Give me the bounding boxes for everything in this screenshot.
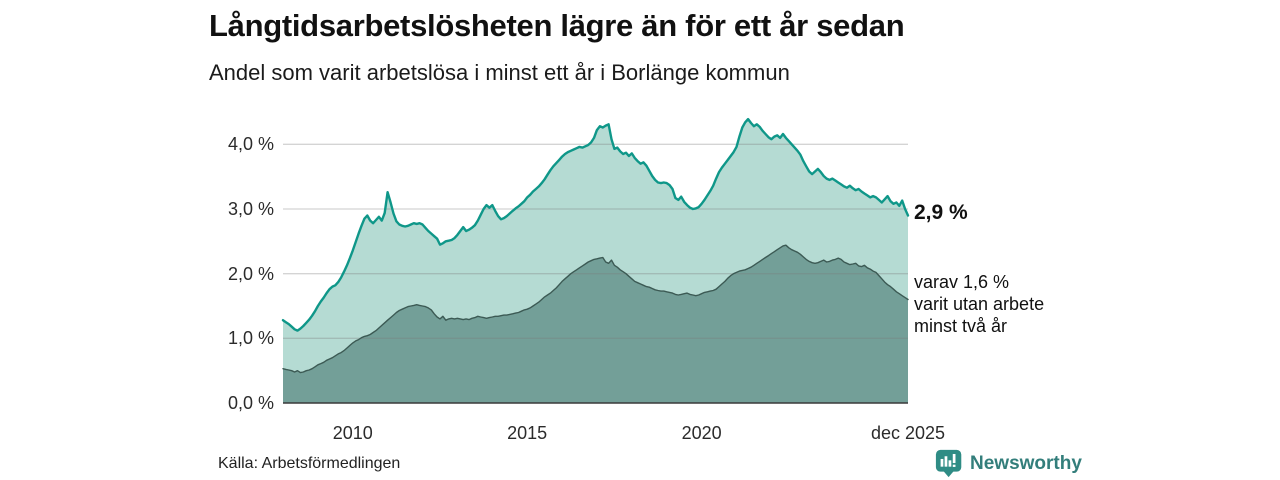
series-line	[281, 117, 910, 332]
y-tick-label: 3,0 %	[227, 199, 274, 219]
brand-name: Newsworthy	[970, 452, 1082, 474]
subseries-annotation: varav 1,6 % varit utan arbete minst två …	[914, 271, 1044, 337]
subseries-annotation-line: varit utan arbete	[914, 294, 1045, 314]
subseries-annotation-line: minst två år	[914, 316, 1008, 336]
y-tick-label: 2,0 %	[227, 263, 274, 284]
x-tick-label: 2010	[332, 423, 373, 443]
y-tick-label: 1,0 %	[227, 328, 274, 349]
x-tick-label: 2015	[507, 423, 548, 443]
subseries-annotation-line: varav 1,6 %	[914, 272, 1010, 292]
brand-logo: Newsworthy	[935, 448, 1082, 479]
x-tick-label: dec 2025	[870, 423, 946, 443]
series-end-value-label: 2,9 %	[914, 201, 968, 224]
y-tick-label: 0,0 %	[227, 393, 274, 413]
series-area	[283, 245, 908, 403]
newsworthy-icon	[935, 449, 962, 478]
x-tick-label: 2020	[681, 423, 722, 443]
y-tick-label: 4,0 %	[227, 134, 274, 155]
source-attribution: Källa: Arbetsförmedlingen	[218, 455, 401, 472]
page-title: Långtidsarbetslösheten lägre än för ett …	[209, 8, 905, 43]
chart-subtitle: Andel som varit arbetslösa i minst ett å…	[209, 60, 790, 85]
series-line	[282, 244, 909, 374]
